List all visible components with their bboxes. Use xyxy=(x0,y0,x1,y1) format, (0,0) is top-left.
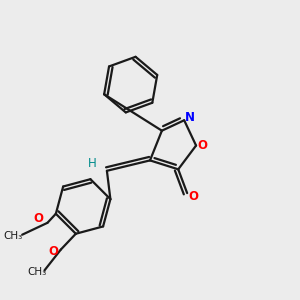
Text: CH₃: CH₃ xyxy=(4,231,23,241)
Text: N: N xyxy=(184,111,194,124)
Text: O: O xyxy=(198,139,208,152)
Text: O: O xyxy=(48,244,59,258)
Text: O: O xyxy=(34,212,44,225)
Text: H: H xyxy=(88,157,96,170)
Text: O: O xyxy=(188,190,198,202)
Text: CH₃: CH₃ xyxy=(27,268,47,278)
